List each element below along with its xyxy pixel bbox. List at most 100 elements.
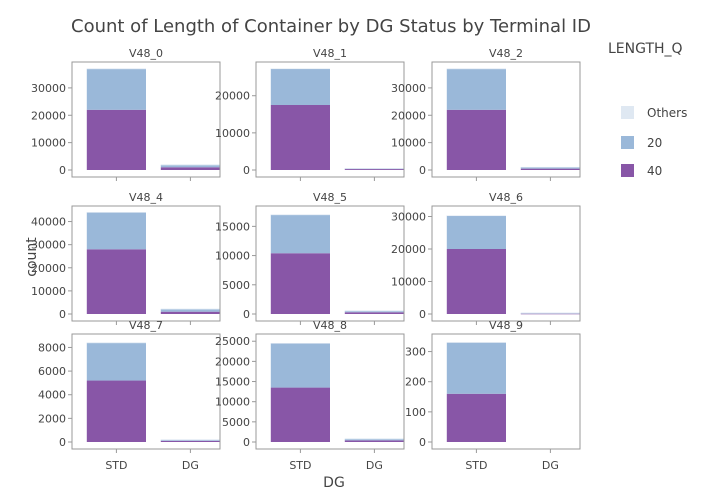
bar-v48-6-dg-others <box>520 312 580 314</box>
legend-title: LENGTH_Q <box>608 41 683 57</box>
y-tick-label-v48-6-1: 10000 <box>391 276 426 289</box>
facet-frame-v48-9 <box>431 333 581 450</box>
bar-v48-9-std-20 <box>446 342 506 394</box>
bar-v48-4-dg-20 <box>160 308 220 312</box>
facet-title-v48-9: V48_9 <box>489 319 523 332</box>
bar-v48-1-std-others <box>270 68 330 70</box>
chart-title: Count of Length of Container by DG Statu… <box>71 16 591 37</box>
bar-v48-2-std-20 <box>446 68 506 110</box>
y-tick-label-v48-1-0: 0 <box>243 164 250 177</box>
bar-v48-0-dg-others <box>160 164 220 166</box>
facet-frame-v48-4 <box>71 205 221 322</box>
bar-v48-8-std-20 <box>270 343 330 388</box>
y-tick-label-v48-9-1: 100 <box>405 406 426 419</box>
bar-v48-1-std-20 <box>270 68 330 105</box>
bar-v48-5-dg-20 <box>344 310 404 313</box>
facet-title-v48-1: V48_1 <box>313 47 347 60</box>
legend: Others 20 40 <box>621 106 687 178</box>
y-tick-label-v48-4-1: 10000 <box>31 285 66 298</box>
y-tick-label-v48-8-2: 10000 <box>215 396 250 409</box>
bar-v48-8-std-others <box>270 343 330 344</box>
bar-v48-6-dg-40 <box>520 313 580 315</box>
bar-v48-8-dg-40 <box>344 440 404 442</box>
bar-v48-4-dg-others <box>160 308 220 310</box>
bar-v48-5-dg-others <box>344 310 404 312</box>
bar-v48-6-std-40 <box>446 249 506 314</box>
bar-v48-0-dg-40 <box>160 167 220 170</box>
facet-panel-v48-1: V48_1 0 10000 20000 <box>215 47 405 181</box>
bar-v48-9-std-others <box>446 342 506 343</box>
bar-v48-5-std-20 <box>270 214 330 254</box>
y-tick-label-v48-9-2: 200 <box>405 376 426 389</box>
y-tick-label-v48-8-0: 0 <box>243 436 250 449</box>
y-tick-label-v48-4-4: 40000 <box>31 216 66 229</box>
bar-v48-6-std-others <box>446 215 506 217</box>
bar-v48-0-std-40 <box>86 109 146 170</box>
bar-v48-5-std-others <box>270 214 330 216</box>
facet-frame-v48-6 <box>431 205 581 322</box>
facet-panel-v48-2: V48_2 0 10000 20000 30000 <box>391 47 581 181</box>
y-tick-label-v48-5-2: 10000 <box>215 250 250 263</box>
y-tick-label-v48-7-0: 0 <box>59 436 66 449</box>
facet-frame-v48-7 <box>71 333 221 450</box>
y-tick-label-v48-6-3: 30000 <box>391 211 426 224</box>
x-tick-label-v48-9-std: STD <box>465 459 487 472</box>
bar-v48-4-std-20 <box>86 212 146 250</box>
y-tick-label-v48-0-0: 0 <box>59 164 66 177</box>
y-tick-label-v48-5-0: 0 <box>243 308 250 321</box>
facet-title-v48-6: V48_6 <box>489 191 523 204</box>
y-tick-label-v48-2-0: 0 <box>419 164 426 177</box>
legend-swatch-others <box>621 106 634 119</box>
facet-frame-v48-8 <box>255 333 405 450</box>
facet-panel-v48-4: V48_4 0 10000 20000 30000 40000 <box>31 191 221 325</box>
legend-swatch-20 <box>621 136 634 149</box>
y-tick-label-v48-9-3: 300 <box>405 346 426 359</box>
x-axis-title: DG <box>323 475 345 491</box>
y-tick-label-v48-6-2: 20000 <box>391 243 426 256</box>
facet-panel-v48-5: V48_5 0 5000 10000 15000 <box>215 191 405 325</box>
y-tick-label-v48-1-2: 20000 <box>215 90 250 103</box>
bar-v48-1-dg-others <box>344 168 404 169</box>
y-tick-label-v48-4-0: 0 <box>59 308 66 321</box>
legend-label-others: Others <box>647 106 687 120</box>
legend-item-20: 20 <box>621 136 662 150</box>
y-tick-label-v48-9-0: 0 <box>419 436 426 449</box>
bar-v48-6-std-20 <box>446 215 506 249</box>
bar-v48-2-std-others <box>446 68 506 70</box>
facet-title-v48-5: V48_5 <box>313 191 347 204</box>
bar-v48-1-dg-40 <box>344 169 404 170</box>
bar-v48-4-std-40 <box>86 249 146 314</box>
bar-v48-7-std-others <box>86 342 146 344</box>
bar-v48-7-dg-40 <box>160 440 220 442</box>
facet-frame-v48-0 <box>71 61 221 178</box>
legend-label-40: 40 <box>647 164 662 178</box>
y-tick-label-v48-8-3: 15000 <box>215 376 250 389</box>
y-tick-label-v48-2-1: 10000 <box>391 137 426 150</box>
bar-v48-2-dg-others <box>520 166 580 168</box>
bar-v48-1-std-40 <box>270 105 330 170</box>
bar-v48-2-std-40 <box>446 109 506 170</box>
facet-panel-v48-8: V48_8 0 5000 10000 15000 20000 25000 STD DG <box>215 319 405 472</box>
facet-frame-v48-5 <box>255 205 405 322</box>
bar-v48-5-dg-40 <box>344 312 404 314</box>
y-tick-label-v48-5-3: 15000 <box>215 220 250 233</box>
facet-title-v48-0: V48_0 <box>129 47 163 60</box>
y-tick-label-v48-2-2: 20000 <box>391 109 426 122</box>
bar-v48-8-std-40 <box>270 387 330 442</box>
bar-v48-0-dg-20 <box>160 164 220 168</box>
y-tick-label-v48-6-0: 0 <box>419 308 426 321</box>
y-tick-label-v48-5-1: 5000 <box>222 279 250 292</box>
facet-panel-v48-0: V48_0 0 10000 20000 30000 <box>31 47 221 181</box>
legend-swatch-40 <box>621 164 634 177</box>
y-tick-label-v48-1-1: 10000 <box>215 127 250 140</box>
y-tick-label-v48-0-3: 30000 <box>31 82 66 95</box>
bar-v48-9-std-40 <box>446 393 506 442</box>
bar-v48-5-std-40 <box>270 253 330 314</box>
bar-v48-7-dg-others <box>160 439 220 441</box>
y-tick-label-v48-4-3: 30000 <box>31 239 66 252</box>
x-tick-label-v48-8-std: STD <box>289 459 311 472</box>
bar-v48-2-dg-40 <box>520 168 580 170</box>
facet-title-v48-7: V48_7 <box>129 319 163 332</box>
bar-v48-4-dg-40 <box>160 311 220 314</box>
